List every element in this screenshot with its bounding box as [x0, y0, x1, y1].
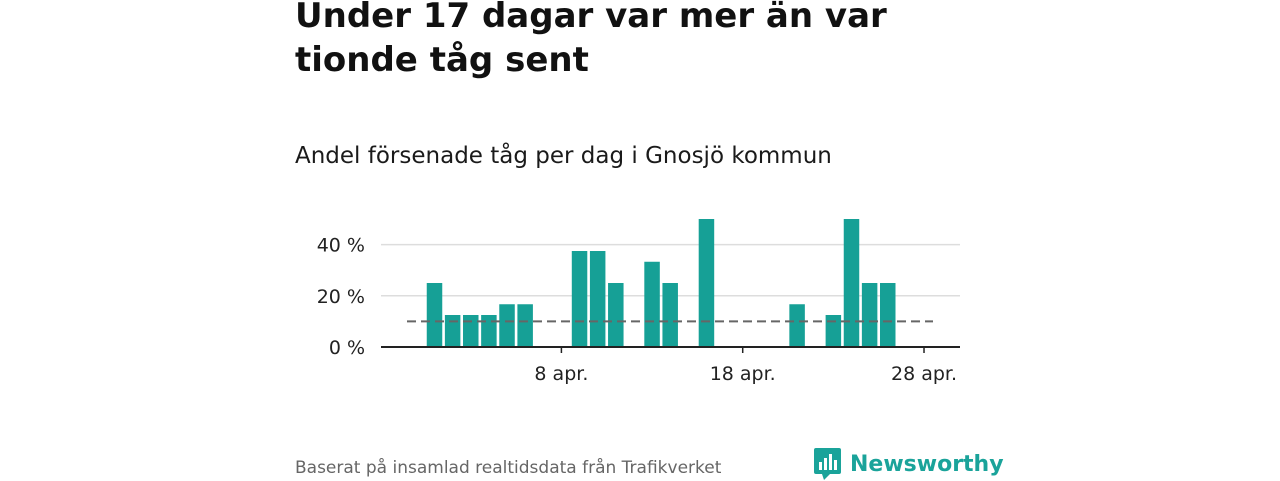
chart-title: Under 17 dagar var mer än var tionde tåg…	[295, 0, 887, 80]
newsworthy-logo[interactable]: Newsworthy	[814, 447, 1004, 481]
bar	[571, 251, 588, 347]
y-tick-label: 20 %	[317, 286, 365, 308]
x-tick-label: 18 apr.	[710, 363, 776, 385]
bar	[481, 315, 497, 347]
source-note: Baserat på insamlad realtidsdata från Tr…	[295, 458, 722, 478]
bar	[698, 219, 715, 347]
y-tick-label: 40 %	[317, 235, 365, 257]
y-tick-label: 0 %	[329, 337, 365, 359]
bar	[426, 283, 443, 347]
x-tick-label: 28 apr.	[891, 363, 957, 385]
x-tick-label: 8 apr.	[534, 363, 588, 385]
bar	[662, 283, 678, 347]
bar	[644, 261, 660, 347]
bar	[880, 283, 896, 347]
bar	[608, 283, 624, 347]
bar	[444, 315, 461, 347]
bar	[789, 304, 805, 347]
bar	[843, 219, 860, 347]
bar	[861, 283, 878, 347]
bar	[499, 304, 515, 347]
chart-subtitle: Andel försenade tåg per dag i Gnosjö kom…	[295, 143, 832, 169]
bar	[589, 251, 606, 347]
brand-name: Newsworthy	[850, 451, 1004, 477]
newsworthy-logo-icon	[814, 448, 841, 480]
bar	[517, 304, 533, 347]
bar	[825, 315, 842, 347]
bar	[463, 315, 479, 347]
